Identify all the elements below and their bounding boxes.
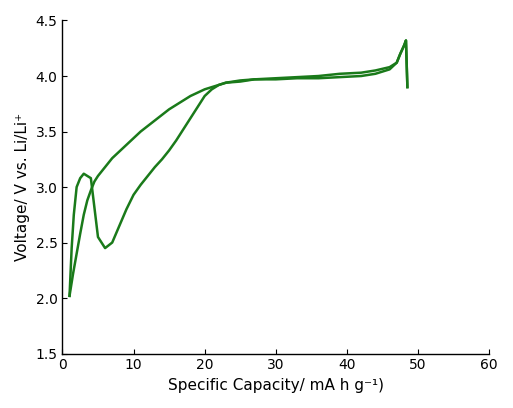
X-axis label: Specific Capacity/ mA h g⁻¹): Specific Capacity/ mA h g⁻¹) (168, 378, 384, 393)
Y-axis label: Voltage/ V vs. Li/Li⁺: Voltage/ V vs. Li/Li⁺ (15, 113, 30, 261)
